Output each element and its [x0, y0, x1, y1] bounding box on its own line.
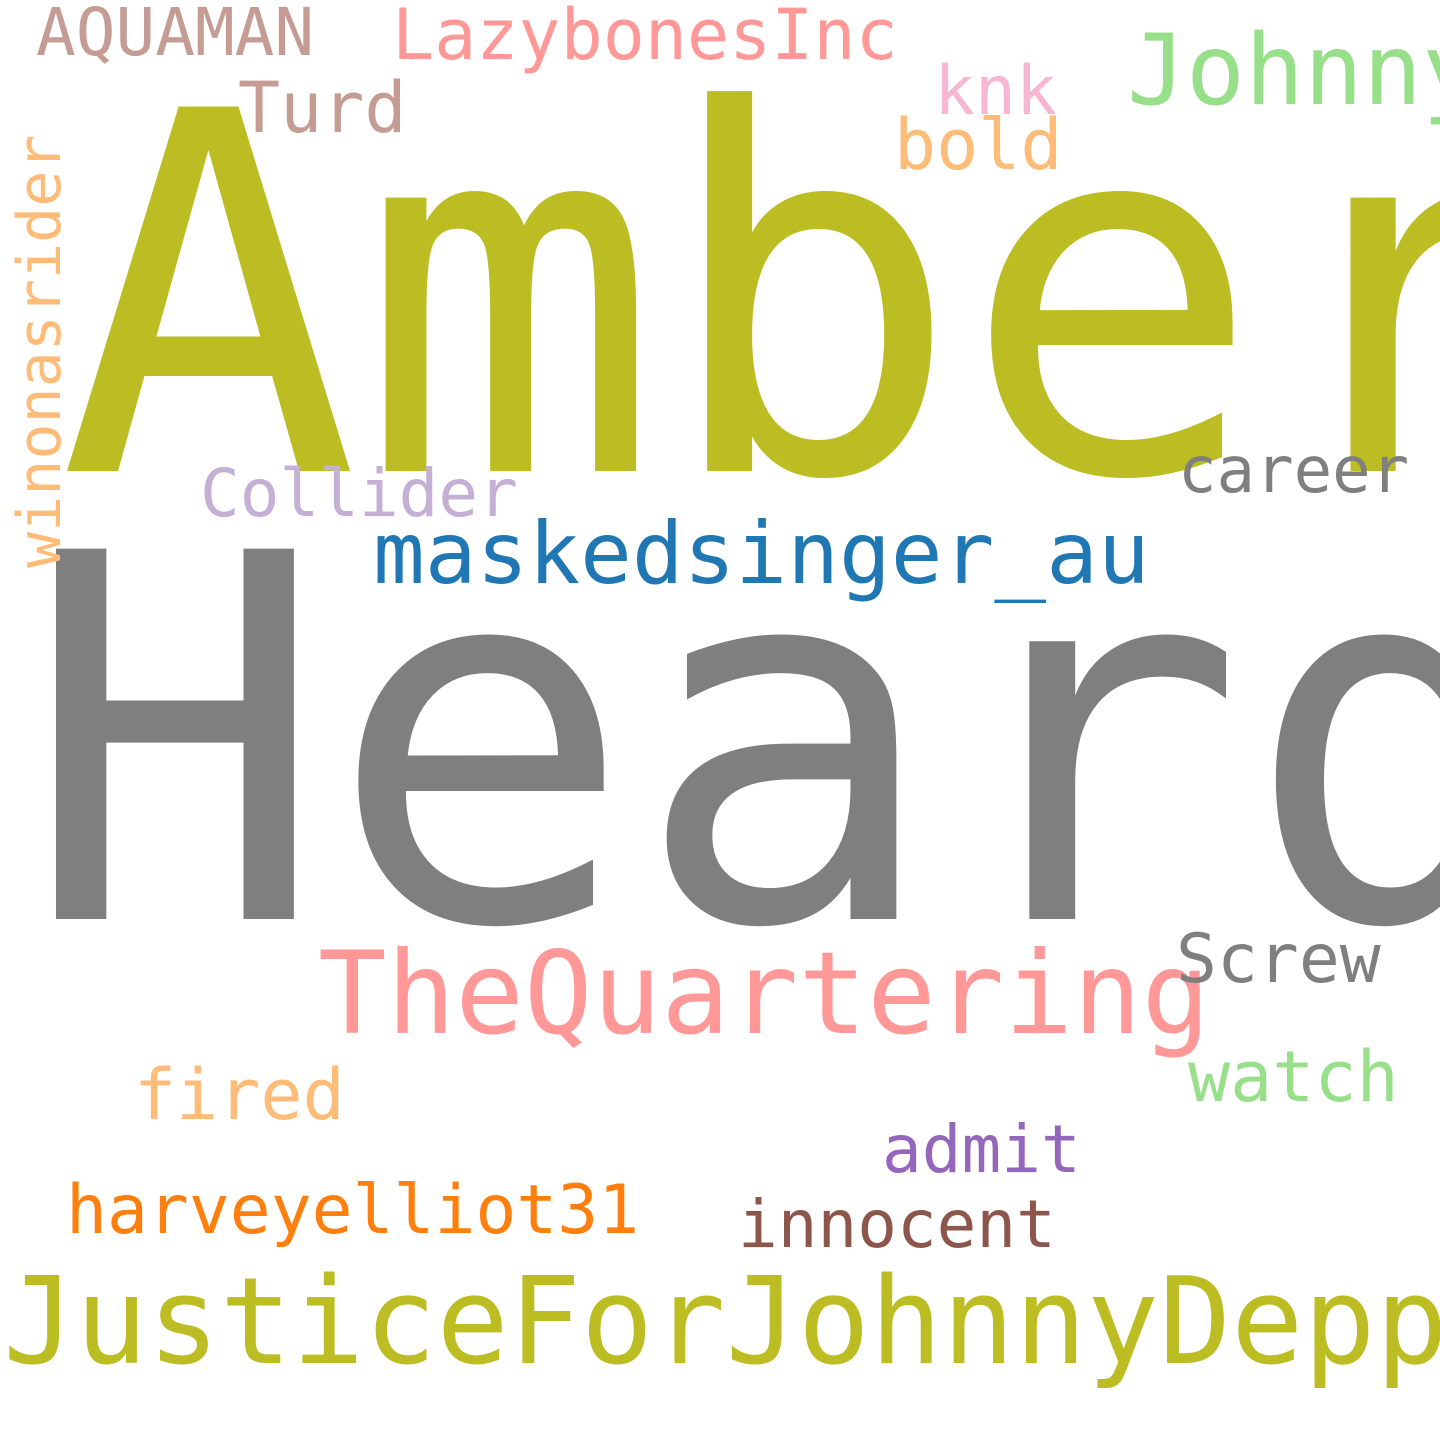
word-screw: Screw [1176, 920, 1381, 999]
word-bold: bold [894, 104, 1063, 186]
word-watch: watch [1188, 1036, 1399, 1118]
word-johnny: Johnny [1127, 14, 1440, 128]
word-aquaman: AQUAMAN [36, 0, 315, 71]
word-turd: Turd [238, 67, 407, 149]
word-knk: knk [934, 52, 1057, 131]
word-maskedsinger-au: maskedsinger_au [373, 504, 1150, 604]
word-justicefor-johnnydepp: JusticeForJohnnyDepp [3, 1253, 1440, 1392]
word-innocent: innocent [738, 1186, 1056, 1263]
word-collider: Collider [200, 455, 518, 532]
word-lazybonesinc: LazybonesInc [392, 0, 898, 76]
word-amber: Amber [58, 7, 1440, 589]
word-fired: fired [134, 1054, 345, 1136]
word-heard: Heard [22, 447, 1440, 1039]
word-winonasrider: winonasrider [5, 134, 75, 568]
word-admit: admit [882, 1111, 1081, 1188]
word-career: career [1178, 434, 1410, 508]
word-harveyelliot31: harveyelliot31 [66, 1171, 640, 1250]
word-thequartering: TheQuartering [318, 927, 1211, 1060]
